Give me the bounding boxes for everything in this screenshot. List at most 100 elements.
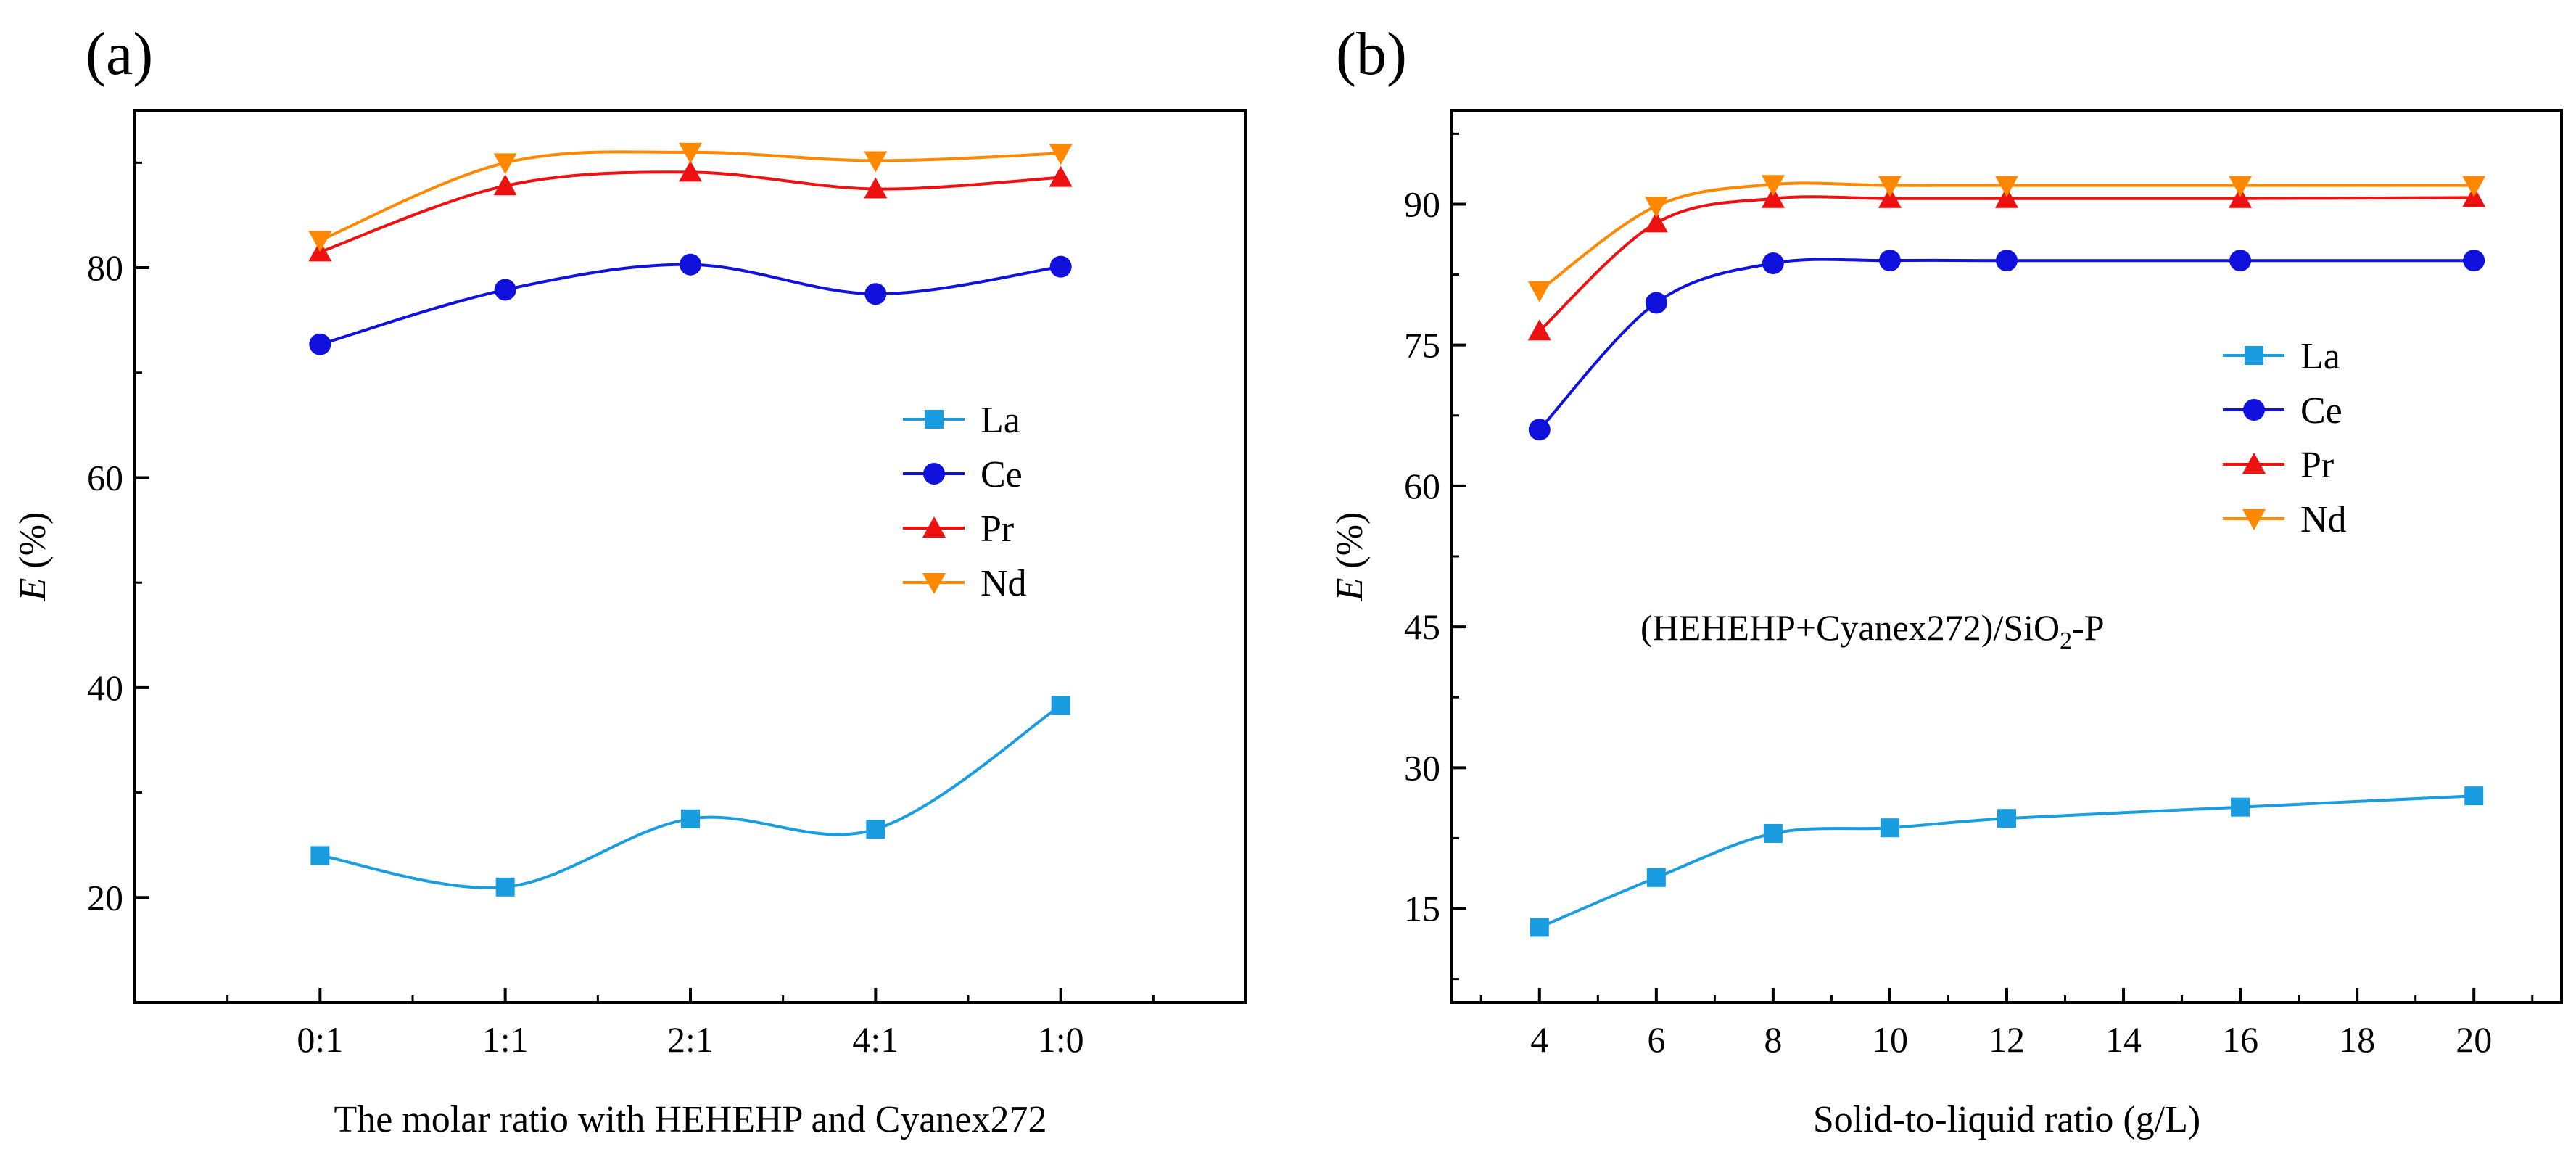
panel-a-series-line-la [319,704,1062,889]
panel-b-xtick-label: 18 [2339,1019,2375,1060]
panel-a-point-pr [679,160,702,182]
panel-b-point-pr [1527,319,1551,341]
legend-marker-pr [2242,453,2266,474]
panel-a-point-ce [1049,255,1072,278]
panel-a-point-la [1051,696,1070,715]
panel-b-point-la [2231,797,2250,817]
legend-label-ce: Ce [2300,390,2342,432]
panel-b-point-pr [2229,186,2253,208]
panel-a-point-ce [864,283,887,305]
panel-a-ytick-label: 60 [87,457,123,498]
panel-a-plot-frame [133,109,1247,1004]
panel-a-ylabel: E (%) [12,512,54,602]
panel-b-ylabel: E (%) [1329,512,1371,602]
panel-b-point-pr [1995,186,2018,208]
panel-b-point-ce [1762,252,1784,275]
panel-b-point-ce [1996,250,2018,272]
panel-a-ytick-label: 40 [87,667,123,708]
panel-a-series-line-pr [319,170,1061,254]
panel-b-legend: La Ce Pr Nd [2223,336,2347,540]
panel-b-point-nd [1527,281,1551,302]
panel-b-ytick-label: 75 [1404,325,1440,366]
panel-b-point-ce [1528,419,1551,441]
panel-a-ylabel-rest: (%) [12,512,54,578]
legend-marker-nd [2242,509,2266,530]
legend-label-ce: Ce [981,454,1023,495]
panel-b-point-nd [2229,176,2253,197]
panel-a-point-nd [864,151,888,173]
panel-a-point-la [495,877,515,897]
legend-marker-la [925,410,944,429]
panel-b-plot-frame [1450,109,2563,1004]
panel-b-xtick-label: 4 [1530,1019,1548,1060]
panel-a-point-pr [493,174,517,196]
legend-label-pr: Pr [981,508,1014,550]
panel-a-point-pr [864,177,888,199]
panel-b-point-nd [1878,176,1902,197]
panel-b-xtick-label: 16 [2222,1019,2258,1060]
panel-b-series-markers [1527,175,2486,937]
panel-a-label: (a) [86,20,153,88]
panel-a-xtick-label: 2:1 [667,1019,714,1060]
panel-a-yticks: 20 40 60 80 [87,161,149,918]
panel-a-point-la [866,820,886,839]
panel-b-label: (b) [1336,20,1407,88]
panel-a-xlabel: The molar ratio with HEHEHP and Cyanex27… [334,1099,1047,1140]
panel-b-ytick-label: 90 [1404,184,1440,224]
panel-b-point-ce [1645,292,1667,314]
panel-a-point-pr [1049,165,1073,187]
panel-a: (a) 0:1 1:1 2:1 4:1 1:0 20 40 60 80 The molar r… [12,20,1247,1140]
panel-b-point-la [1530,918,1549,937]
legend-label-pr: Pr [2300,445,2334,486]
panel-a-ytick-label: 20 [87,877,123,918]
panel-b-point-pr [1761,186,1785,208]
panel-a-ylabel-italic: E [12,578,54,602]
legend-label-nd: Nd [981,563,1027,604]
panel-b-point-ce [2229,250,2252,272]
legend-label-la: La [981,400,1020,441]
panel-b-annotation-subscript: 2 [2060,627,2072,654]
panel-a-series-markers [308,142,1073,897]
panel-b-point-la [1997,809,2016,828]
panel-b-xtick-label: 12 [1989,1019,2025,1060]
panel-b-point-nd [2462,176,2486,197]
panel-a-point-nd [308,231,332,252]
panel-b-point-la [1763,823,1783,843]
legend-marker-la [2245,346,2263,365]
panel-b-annotation: (HEHEHP+Cyanex272)/SiO2-P [1640,607,2105,654]
legend-marker-nd [922,573,946,594]
panel-a-series-line-ce [319,263,1061,346]
legend-marker-pr [922,516,946,538]
legend-label-la: La [2300,336,2340,377]
panel-b-ylabel-rest: (%) [1329,512,1371,578]
panel-a-xtick-label: 0:1 [297,1019,343,1060]
legend-label-nd: Nd [2300,499,2347,540]
panel-b-xtick-label: 8 [1764,1019,1782,1060]
panel-b-annotation-main: (HEHEHP+Cyanex272)/SiO [1640,607,2060,648]
panel-b-ylabel-italic: E [1329,578,1371,602]
legend-marker-ce [2243,399,2265,421]
legend-marker-ce [923,463,945,485]
panel-a-point-nd [679,142,702,164]
panel-b-annotation-suffix: -P [2072,607,2104,648]
panel-a-xticks: 0:1 1:1 2:1 4:1 1:0 [226,988,1155,1060]
panel-a-xtick-label: 1:0 [1038,1019,1084,1060]
panel-b-ytick-label: 45 [1404,606,1440,647]
panel-b-point-ce [2463,250,2485,272]
panel-b-point-nd [1761,175,1785,197]
panel-b-point-pr [1644,211,1668,233]
panel-b-xtick-label: 10 [1872,1019,1908,1060]
panel-a-point-ce [494,279,516,301]
panel-a-point-la [681,809,700,828]
panel-b-point-pr [1878,186,1902,208]
panel-a-legend: La Ce Pr Nd [903,400,1027,604]
panel-a-point-nd [1049,144,1073,165]
panel-b-xticks: 4 6 8 10 12 14 16 18 20 [1479,988,2534,1060]
panel-b-point-nd [1995,176,2018,197]
panel-b-xtick-label: 14 [2105,1019,2142,1060]
panel-a-point-ce [309,333,331,355]
panel-b: (b) 4 6 8 10 12 14 16 18 20 15 30 45 60 75 90 Solid-t… [1329,20,2563,1140]
panel-a-xtick-label: 4:1 [852,1019,899,1060]
panel-b-point-nd [1644,197,1668,218]
